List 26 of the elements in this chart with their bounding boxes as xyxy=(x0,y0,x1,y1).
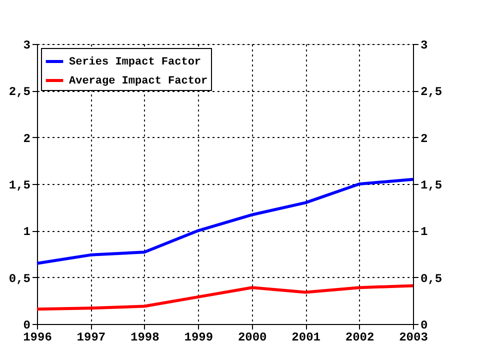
y2-tick-label: 0,5 xyxy=(420,272,442,286)
y-tick-label: 1 xyxy=(23,225,30,240)
y2-tick-label: 1 xyxy=(420,225,428,240)
x-tick-label: 1999 xyxy=(184,330,214,344)
legend-label: Average Impact Factor xyxy=(69,76,208,88)
y2-tick-label: 2,5 xyxy=(420,85,442,100)
x-tick-label: 2000 xyxy=(238,330,267,344)
x-tick-label: 2002 xyxy=(345,330,374,344)
y-tick-label: 2 xyxy=(23,132,30,146)
x-tick-label: 2003 xyxy=(399,330,428,344)
y2-tick-label: 0 xyxy=(420,318,428,332)
x-tick-label: 2001 xyxy=(292,330,320,344)
y2-tick-label: 2 xyxy=(420,132,428,146)
y-tick-label: 3 xyxy=(23,38,30,52)
x-tick-label: 1998 xyxy=(130,330,160,344)
line-series xyxy=(36,178,414,265)
legend-label: Series Impact Factor xyxy=(69,56,202,68)
y-tick-label: 1,5 xyxy=(8,178,30,192)
y2-tick-label: 3 xyxy=(420,38,428,52)
y2-tick-label: 1,5 xyxy=(420,178,442,192)
y-tick-label: 2,5 xyxy=(8,85,30,100)
y-tick-label: 0,5 xyxy=(8,272,30,286)
x-tick-label: 1996 xyxy=(23,330,52,344)
y-tick-label: 0 xyxy=(23,318,30,332)
x-tick-label: 1997 xyxy=(76,330,106,344)
line-series xyxy=(36,284,414,311)
